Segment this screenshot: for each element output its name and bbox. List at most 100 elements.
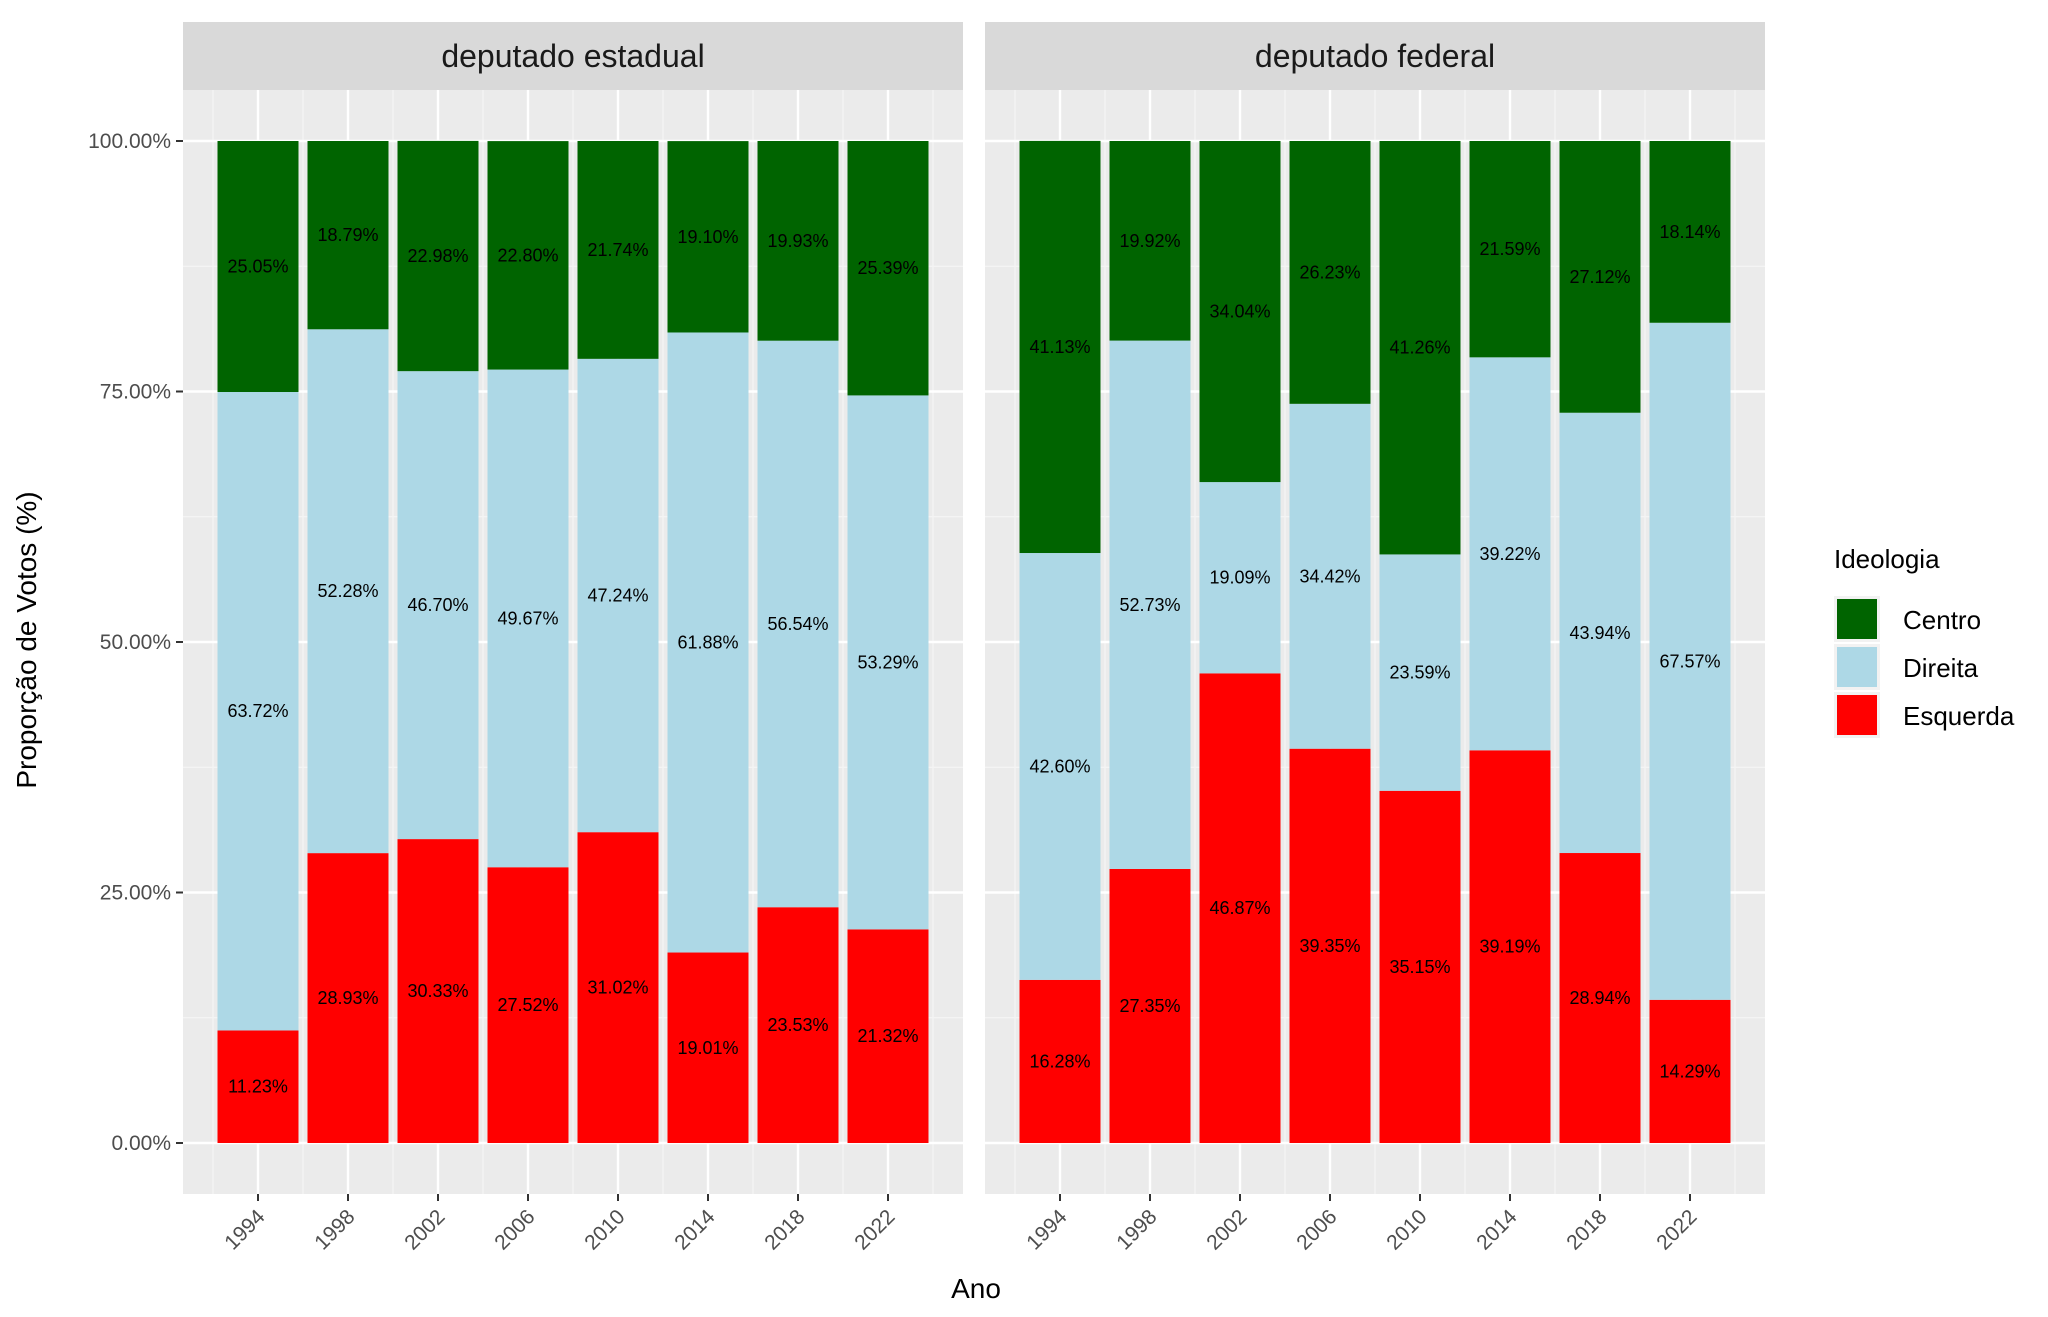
bar-value-label: 41.26% [1389,338,1450,358]
bar-value-label: 18.14% [1659,222,1720,242]
x-tick-label: 2010 [580,1205,629,1254]
bar-value-label: 46.87% [1209,898,1270,918]
x-tick-label: 2006 [1292,1205,1341,1254]
bar-value-label: 19.10% [677,227,738,247]
bar-value-label: 56.54% [767,614,828,634]
bar-direita-2014 [1469,357,1551,751]
bar-direita-2022 [1649,322,1731,1000]
bar-value-label: 23.53% [767,1015,828,1035]
bar-value-label: 28.93% [317,988,378,1008]
x-tick-label: 2022 [1652,1205,1701,1254]
y-tick-label: 25.00% [100,882,171,905]
x-tick-label: 1994 [220,1205,270,1255]
x-tick-label: 1994 [1022,1205,1072,1255]
bar-centro-2010 [1379,141,1461,555]
x-tick-label: 2002 [400,1205,449,1254]
bar-value-label: 34.04% [1209,302,1270,322]
bar-direita-1994 [217,392,299,1031]
x-tick-label: 2014 [1472,1205,1522,1255]
bar-esquerda-2006 [1289,748,1371,1143]
y-tick-label: 0.00% [111,1132,171,1155]
bar-esquerda-2002 [397,839,479,1143]
bar-value-label: 31.02% [587,978,648,998]
bar-value-label: 25.39% [857,258,918,278]
x-tick-label: 2010 [1382,1205,1431,1254]
bar-value-label: 43.94% [1569,623,1630,643]
bar-esquerda-1998 [1109,868,1191,1143]
bar-centro-2014 [1469,141,1551,358]
panel-1: deputado estadual 11.23% 63.72% 25.05% 1994 2… [88,22,963,1255]
bar-value-label: 67.57% [1659,651,1720,671]
bar-centro-2002 [1199,141,1281,483]
bar-esquerda-2006 [487,867,569,1143]
bar-value-label: 19.92% [1119,231,1180,251]
bar-value-label: 63.72% [227,701,288,721]
bar-value-label: 39.19% [1479,937,1540,957]
chart-panels: deputado estadual 11.23% 63.72% 25.05% 1994 2… [88,22,1765,1255]
bar-direita-2002 [1199,482,1281,674]
legend-swatch-esquerda [1837,695,1877,735]
bar-value-label: 16.28% [1029,1051,1090,1071]
bar-centro-1994 [217,141,299,393]
bar-value-label: 27.35% [1119,996,1180,1016]
x-tick-label: 2014 [670,1205,720,1255]
bar-esquerda-2014 [1469,750,1551,1143]
bar-value-label: 46.70% [407,595,468,615]
bar-centro-2014 [667,141,749,333]
bar-value-label: 21.59% [1479,239,1540,259]
x-tick-label: 1998 [310,1205,359,1254]
bar-direita-2014 [667,332,749,953]
bar-esquerda-2014 [667,952,749,1143]
bar-value-label: 53.29% [857,652,918,672]
bar-value-label: 39.35% [1299,936,1360,956]
legend-swatch-centro [1837,599,1877,639]
legend-label: Centro [1903,605,1981,635]
bar-direita-2002 [397,371,479,840]
bar-esquerda-2022 [1649,999,1731,1143]
bar-direita-2006 [487,369,569,868]
bar-direita-2018 [757,340,839,908]
bar-centro-2018 [1559,141,1641,413]
bar-centro-2022 [1649,141,1731,323]
bar-centro-2010 [577,141,659,359]
bar-value-label: 21.74% [587,240,648,260]
bar-esquerda-2018 [1559,853,1641,1143]
bar-centro-2002 [397,140,479,372]
bar-centro-1998 [307,141,389,330]
bar-value-label: 52.28% [317,581,378,601]
bar-value-label: 49.67% [497,608,558,628]
facet-strip [985,22,1765,90]
bar-value-label: 25.05% [227,257,288,277]
bar-centro-2006 [1289,141,1371,404]
bar-value-label: 52.73% [1119,595,1180,615]
bar-value-label: 22.80% [497,245,558,265]
bar-value-label: 35.15% [1389,957,1450,977]
y-tick-label: 100.00% [88,130,171,153]
bar-centro-2022 [847,141,929,396]
bar-value-label: 34.42% [1299,566,1360,586]
bar-centro-1994 [1019,140,1101,554]
x-tick-label: 2006 [490,1205,539,1254]
bar-value-label: 14.29% [1659,1061,1720,1081]
bar-value-label: 27.52% [497,995,558,1015]
bar-value-label: 39.22% [1479,544,1540,564]
bar-value-label: 27.12% [1569,267,1630,287]
bar-value-label: 28.94% [1569,988,1630,1008]
bar-value-label: 19.09% [1209,568,1270,588]
legend: Ideologia Centro Direita Esquerda [1834,544,2015,738]
bar-direita-1994 [1019,553,1101,980]
x-tick-label: 2002 [1202,1205,1251,1254]
bar-value-label: 19.01% [677,1038,738,1058]
bar-direita-2022 [847,395,929,930]
x-tick-label: 2018 [760,1205,809,1254]
facet-title: deputado federal [1255,38,1495,74]
bar-value-label: 22.98% [407,246,468,266]
bar-direita-1998 [307,329,389,854]
bar-value-label: 26.23% [1299,262,1360,282]
x-tick-label: 2022 [850,1205,899,1254]
facet-strip [183,22,963,90]
bar-centro-2006 [487,141,569,370]
bar-esquerda-1998 [307,853,389,1143]
x-tick-label: 1998 [1112,1205,1161,1254]
